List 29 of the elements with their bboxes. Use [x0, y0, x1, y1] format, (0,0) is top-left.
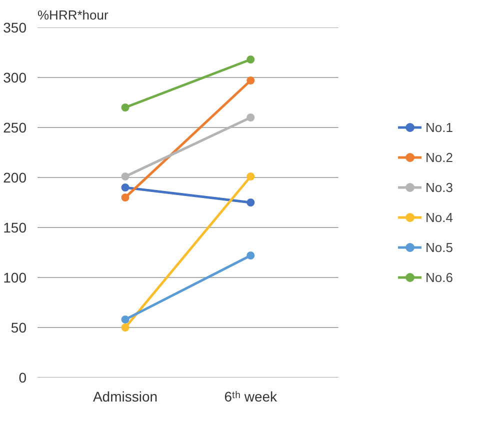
- legend-label: No.2: [426, 150, 453, 164]
- x-tick-label: 6ᵗʰ week: [224, 388, 278, 404]
- point: [121, 172, 130, 180]
- point: [121, 324, 130, 332]
- point: [246, 114, 255, 122]
- point: [121, 104, 130, 112]
- y-tick-label: 100: [3, 270, 27, 286]
- y-tick-label: 250: [3, 120, 27, 136]
- legend-label: No.6: [426, 270, 453, 284]
- point: [246, 198, 255, 206]
- y-tick-label: 350: [3, 20, 27, 36]
- y-tick-label: 300: [3, 70, 27, 86]
- y-tick-label: 150: [3, 220, 27, 236]
- legend-label: No.4: [426, 210, 453, 224]
- point: [121, 316, 130, 324]
- legend-label: No.5: [426, 240, 453, 254]
- y-tick-label: 200: [3, 170, 27, 186]
- point: [246, 56, 255, 64]
- point: [121, 184, 130, 192]
- legend-label: No.3: [426, 180, 453, 194]
- point: [246, 172, 255, 180]
- point: [246, 76, 255, 84]
- y-axis-title: %HRR*hour: [38, 8, 109, 22]
- point: [246, 252, 255, 260]
- y-tick-label: 50: [10, 320, 27, 336]
- point: [121, 194, 130, 202]
- x-tick-label: Admission: [92, 388, 158, 404]
- legend-label: No.1: [426, 120, 453, 134]
- y-tick-label: 0: [18, 370, 27, 386]
